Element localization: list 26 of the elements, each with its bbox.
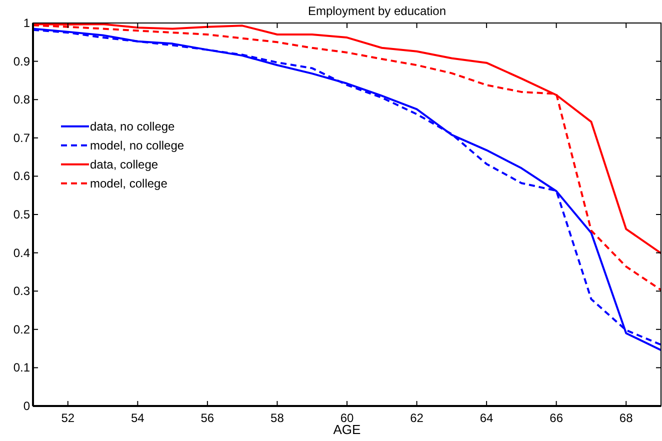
x-tick-label: 52 [61, 411, 75, 425]
x-axis-title: AGE [333, 422, 362, 437]
y-tick-label: 0 [23, 399, 30, 413]
x-tick-label: 62 [410, 411, 424, 425]
y-tick-label: 0.2 [13, 322, 30, 336]
legend-label: data, no college [90, 119, 176, 134]
y-tick-label: 0.5 [13, 208, 30, 222]
y-tick-label: 0.4 [13, 246, 30, 260]
x-tick-label: 60 [340, 411, 354, 425]
chart-title: Employment by education [308, 4, 446, 18]
x-tick-label: 66 [550, 411, 564, 425]
x-tick-label: 68 [619, 411, 634, 425]
x-tick-label: 56 [200, 411, 214, 425]
y-tick-label: 1 [23, 16, 30, 30]
x-tick-label: 64 [480, 411, 494, 425]
y-tick-label: 0.6 [13, 169, 30, 184]
y-tick-label: 0.7 [13, 130, 30, 145]
y-tick-label: 0.3 [13, 284, 30, 298]
x-tick-label: 58 [270, 411, 284, 425]
y-tick-label: 0.1 [13, 360, 30, 375]
legend-label: model, college [90, 176, 168, 190]
y-tick-label: 0.8 [13, 92, 30, 107]
y-tick-label: 0.9 [13, 54, 30, 68]
legend-label: data, college [90, 157, 158, 172]
legend-label: model, no college [90, 138, 184, 152]
x-tick-label: 54 [130, 411, 145, 425]
